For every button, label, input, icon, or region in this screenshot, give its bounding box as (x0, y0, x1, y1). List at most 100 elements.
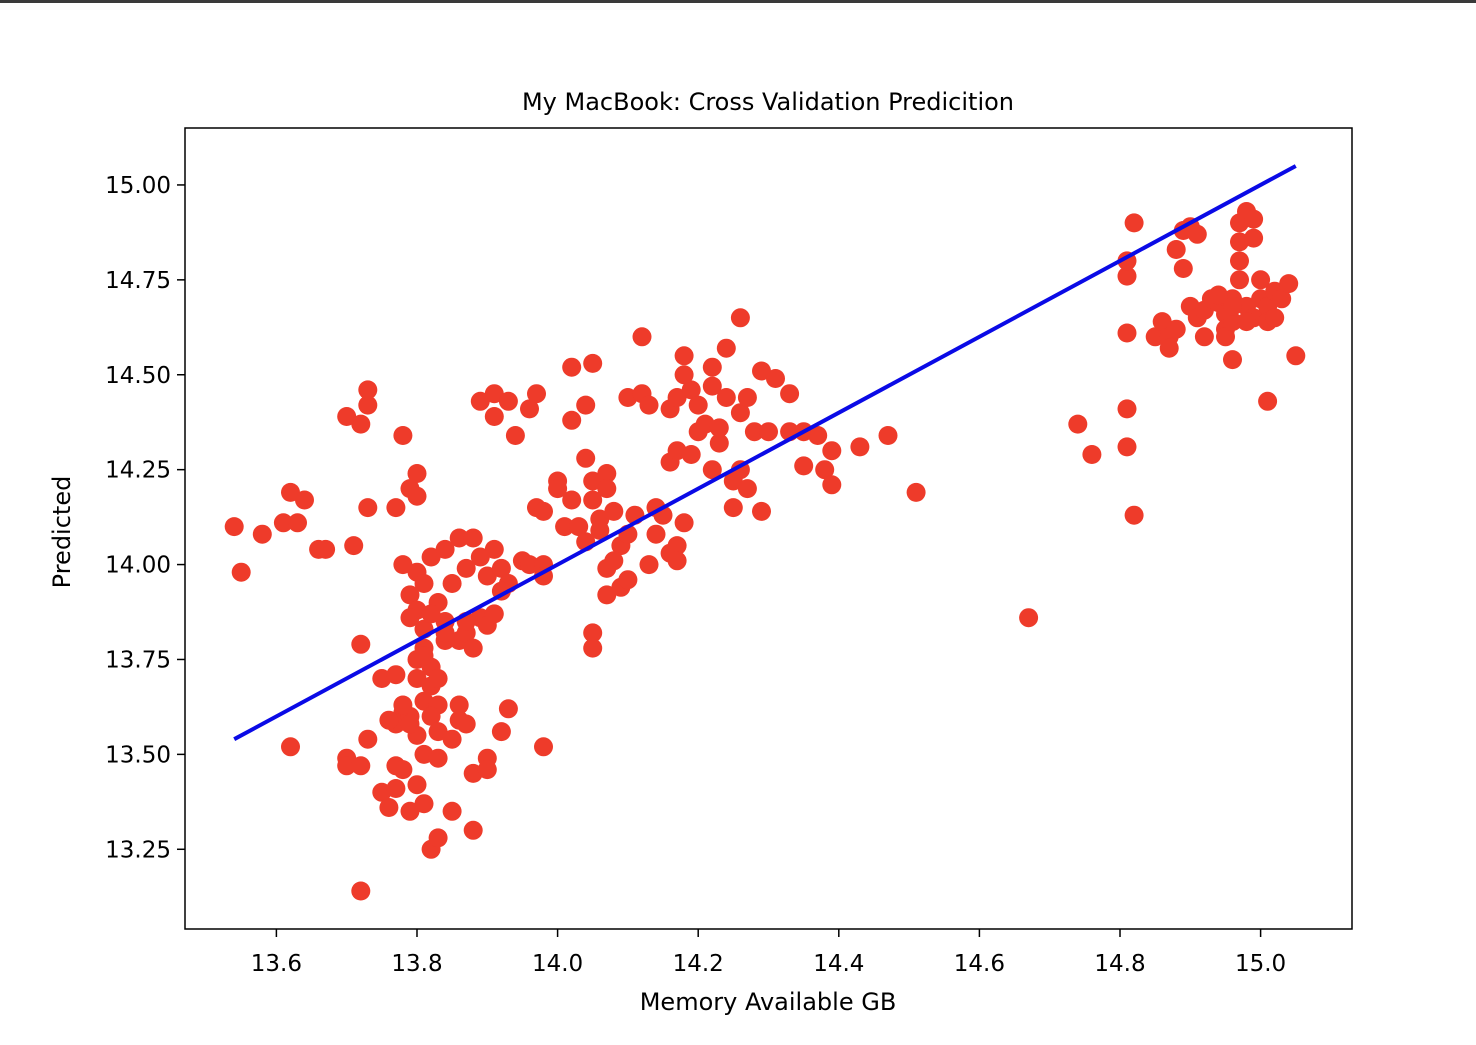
scatter-point (1124, 213, 1144, 233)
scatter-point (421, 706, 441, 726)
scatter-point (470, 391, 490, 411)
scatter-point (555, 517, 575, 537)
scatter-point (505, 426, 525, 445)
scatter-point (288, 513, 307, 533)
scatter-point (639, 555, 659, 575)
y-tick-label: 13.50 (105, 742, 171, 768)
scatter-point (815, 460, 835, 480)
scatter-point (597, 464, 617, 483)
scatter-point (1265, 308, 1285, 328)
scatter-point (766, 369, 785, 388)
scatter-point (1117, 323, 1137, 343)
scatter-point (688, 395, 708, 415)
scatter-point (414, 574, 434, 593)
scatter-point (702, 460, 722, 480)
scatter-point (393, 695, 413, 715)
scatter-point (534, 501, 553, 521)
scatter-point (1145, 327, 1165, 347)
y-tick-label: 14.25 (105, 458, 171, 484)
scatter-point (520, 555, 539, 575)
scatter-point (730, 403, 750, 423)
scatter-point (428, 669, 448, 688)
scatter-point (407, 486, 427, 506)
scatter-point (1068, 414, 1088, 434)
scatter-point (702, 357, 722, 377)
scatter-point (667, 388, 687, 407)
scatter-point (1272, 289, 1292, 309)
y-axis: 13.25 13.50 13.75 14.00 14.25 14.50 14.75 15.00 (105, 173, 185, 863)
scatter-point (534, 737, 553, 757)
scatter-point (393, 555, 413, 575)
y-tick-label: 14.75 (105, 268, 171, 294)
scatter-point (1223, 350, 1242, 370)
scatter-point (850, 437, 870, 457)
scatter-point (351, 756, 371, 776)
scatter-point (281, 737, 300, 757)
scatter-point (442, 729, 462, 749)
scatter-point (808, 426, 828, 445)
scatter-point (491, 722, 511, 742)
scatter-point (1244, 209, 1264, 229)
scatter-point (674, 365, 694, 385)
scatter-point (583, 623, 603, 643)
scatter-point (1082, 445, 1102, 464)
chart-title: My MacBook: Cross Validation Predicition (522, 88, 1014, 116)
scatter-point (562, 357, 582, 377)
scatter-point (604, 551, 624, 571)
scatter-point (646, 524, 666, 544)
scatter-point (906, 482, 926, 502)
scatter-point (351, 881, 371, 901)
scatter-point (597, 585, 617, 605)
y-tick-label: 13.25 (105, 837, 171, 863)
scatter-point (562, 490, 582, 510)
scatter-point (674, 346, 694, 366)
scatter-point (281, 482, 300, 502)
scatter-point (358, 380, 378, 400)
scatter-point (449, 695, 469, 715)
scatter-point (548, 479, 568, 499)
x-tick-label: 14.8 (1094, 951, 1145, 977)
scatter-point (1223, 296, 1242, 316)
scatter-point (435, 539, 455, 559)
scatter-point (709, 418, 729, 438)
scatter-point (400, 714, 420, 734)
scatter-point (428, 748, 448, 768)
scatter-point (759, 422, 778, 442)
scatter-point (878, 426, 898, 445)
y-tick-label: 15.00 (105, 173, 171, 199)
scatter-point (484, 539, 504, 559)
scatter-point (716, 338, 736, 358)
scatter-point (520, 399, 539, 419)
scatter-point (1194, 327, 1214, 347)
y-tick-label: 14.00 (105, 553, 171, 579)
scatter-point (1117, 266, 1137, 286)
scatter-point (1124, 505, 1144, 525)
x-tick-label: 15.0 (1235, 951, 1286, 977)
scatter-point (484, 604, 504, 624)
scatter-point (252, 524, 272, 544)
scatter-point (1166, 240, 1186, 259)
scatter-point (498, 391, 518, 411)
scatter-point (639, 395, 659, 415)
scatter-point (484, 384, 504, 404)
line-layer (233, 164, 1297, 741)
scatter-point (428, 828, 448, 848)
scatter-point (794, 456, 814, 476)
scatter-point (1286, 346, 1306, 366)
scatter-point (1216, 327, 1235, 347)
scatter-point (822, 441, 842, 461)
scatter-point (351, 414, 371, 434)
scatter-point (442, 801, 462, 821)
scatter-point (569, 517, 589, 537)
y-tick-label: 13.75 (105, 647, 171, 673)
scatter-point (337, 407, 357, 426)
scatter-point (1173, 259, 1193, 278)
x-tick-label: 14.0 (532, 951, 583, 977)
scatter-point (527, 384, 546, 404)
plot-frame (184, 127, 1353, 930)
scatter-point (1237, 312, 1256, 332)
scatter-point (400, 608, 420, 628)
scatter-point (632, 327, 652, 347)
scatter-point (337, 756, 357, 776)
scatter-point (604, 501, 624, 521)
